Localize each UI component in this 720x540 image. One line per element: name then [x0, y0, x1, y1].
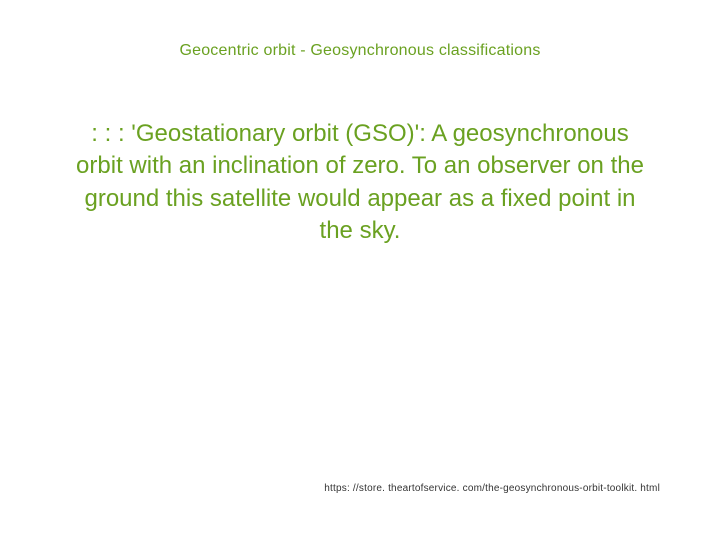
footer-url: https: //store. theartofservice. com/the… — [324, 483, 660, 494]
slide-heading: Geocentric orbit - Geosynchronous classi… — [0, 42, 720, 60]
slide-body-text: : : : 'Geostationary orbit (GSO)': A geo… — [70, 118, 650, 248]
slide-container: Geocentric orbit - Geosynchronous classi… — [0, 0, 720, 540]
